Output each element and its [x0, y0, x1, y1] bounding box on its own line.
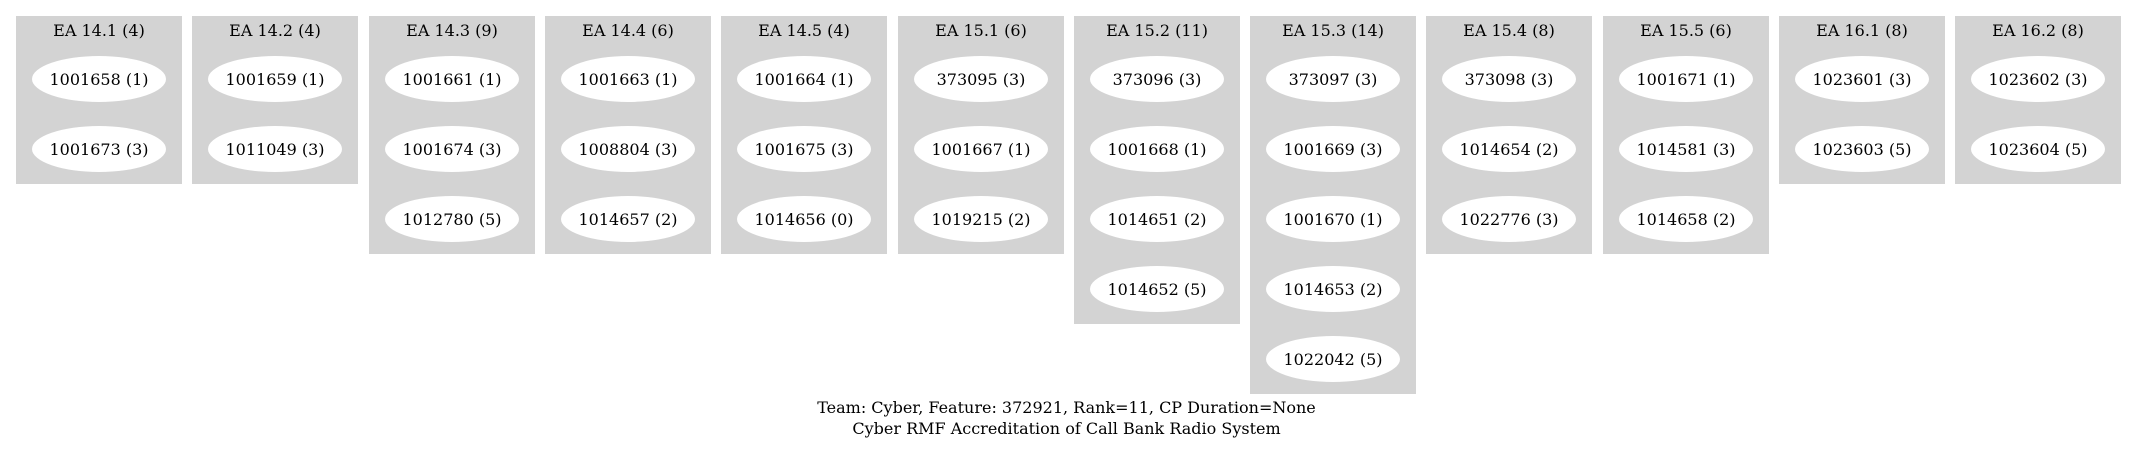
node: 373098 (3)	[1442, 56, 1576, 102]
cluster-title: EA 15.3 (14)	[1282, 21, 1384, 40]
node: 1023602 (3)	[1971, 56, 2105, 102]
node: 1019215 (2)	[914, 196, 1048, 242]
node: 1014657 (2)	[561, 196, 695, 242]
cluster-title: EA 16.2 (8)	[1992, 21, 2084, 40]
cluster: EA 16.2 (8) 1023602 (3) 1023604 (5)	[1955, 16, 2121, 184]
node: 373097 (3)	[1266, 56, 1400, 102]
caption-line-2: Cyber RMF Accreditation of Call Bank Rad…	[852, 419, 1281, 438]
node: 1014652 (5)	[1090, 266, 1224, 312]
node: 1001668 (1)	[1090, 126, 1224, 172]
node: 373095 (3)	[914, 56, 1048, 102]
cluster: EA 14.5 (4) 1001664 (1) 1001675 (3) 1014656…	[721, 16, 887, 254]
cluster-title: EA 14.1 (4)	[53, 21, 145, 40]
cluster: EA 15.3 (14) 373097 (3) 1001669 (3) 1001670…	[1250, 16, 1416, 394]
node: 1022042 (5)	[1266, 336, 1400, 382]
cluster: EA 16.1 (8) 1023601 (3) 1023603 (5)	[1779, 16, 1945, 184]
cluster-title: EA 15.2 (11)	[1106, 21, 1208, 40]
node: 1001673 (3)	[32, 126, 166, 172]
node: 1001671 (1)	[1619, 56, 1753, 102]
node: 1014654 (2)	[1442, 126, 1576, 172]
node: 1023604 (5)	[1971, 126, 2105, 172]
cluster: EA 14.1 (4) 1001658 (1) 1001673 (3)	[16, 16, 182, 184]
cluster: EA 14.2 (4) 1001659 (1) 1011049 (3)	[192, 16, 358, 184]
node: 1001663 (1)	[561, 56, 695, 102]
node: 1001669 (3)	[1266, 126, 1400, 172]
node: 1001664 (1)	[737, 56, 871, 102]
caption-line-1: Team: Cyber, Feature: 372921, Rank=11, C…	[817, 398, 1316, 417]
cluster-title: EA 14.4 (6)	[582, 21, 674, 40]
cluster-title: EA 15.1 (6)	[935, 21, 1027, 40]
node: 1001659 (1)	[208, 56, 342, 102]
cluster-title: EA 15.4 (8)	[1463, 21, 1555, 40]
node: 1023601 (3)	[1795, 56, 1929, 102]
node: 1001658 (1)	[32, 56, 166, 102]
node: 1011049 (3)	[208, 126, 342, 172]
node: 1014656 (0)	[737, 196, 871, 242]
cluster: EA 15.5 (6) 1001671 (1) 1014581 (3) 1014658…	[1603, 16, 1769, 254]
node: 1023603 (5)	[1795, 126, 1929, 172]
node: 1001667 (1)	[914, 126, 1048, 172]
node: 1014651 (2)	[1090, 196, 1224, 242]
cluster: EA 14.4 (6) 1001663 (1) 1008804 (3) 1014657…	[545, 16, 711, 254]
node: 1012780 (5)	[385, 196, 519, 242]
diagram-caption: Team: Cyber, Feature: 372921, Rank=11, C…	[0, 397, 2133, 439]
node: 1014581 (3)	[1619, 126, 1753, 172]
node: 1014653 (2)	[1266, 266, 1400, 312]
cluster-title: EA 15.5 (6)	[1640, 21, 1732, 40]
cluster-title: EA 14.5 (4)	[758, 21, 850, 40]
node: 1001670 (1)	[1266, 196, 1400, 242]
node: 373096 (3)	[1090, 56, 1224, 102]
node: 1014658 (2)	[1619, 196, 1753, 242]
node: 1001675 (3)	[737, 126, 871, 172]
cluster-title: EA 14.2 (4)	[229, 21, 321, 40]
node: 1001661 (1)	[385, 56, 519, 102]
node: 1022776 (3)	[1442, 196, 1576, 242]
node: 1008804 (3)	[561, 126, 695, 172]
cluster: EA 15.1 (6) 373095 (3) 1001667 (1) 1019215 …	[898, 16, 1064, 254]
cluster-title: EA 16.1 (8)	[1816, 21, 1908, 40]
node: 1001674 (3)	[385, 126, 519, 172]
cluster: EA 14.3 (9) 1001661 (1) 1001674 (3) 1012780…	[369, 16, 535, 254]
cluster: EA 15.4 (8) 373098 (3) 1014654 (2) 1022776 …	[1426, 16, 1592, 254]
cluster-title: EA 14.3 (9)	[406, 21, 498, 40]
cluster: EA 15.2 (11) 373096 (3) 1001668 (1) 1014651…	[1074, 16, 1240, 324]
